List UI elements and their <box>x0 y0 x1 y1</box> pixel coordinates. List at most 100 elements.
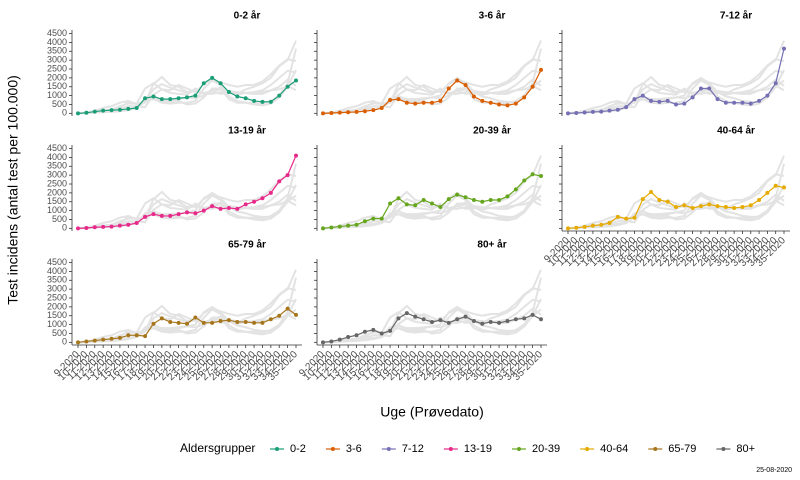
y-tick-label: 1000 <box>47 90 67 100</box>
point <box>599 222 604 227</box>
point <box>522 95 527 100</box>
point <box>354 222 359 227</box>
point <box>574 110 579 115</box>
point <box>582 224 587 229</box>
point <box>84 339 89 344</box>
point <box>463 314 468 319</box>
point <box>665 98 670 103</box>
legend-label: 3-6 <box>346 443 362 455</box>
y-tick-label: 2500 <box>47 178 67 188</box>
point <box>252 199 257 204</box>
point <box>277 93 282 98</box>
point <box>101 224 106 229</box>
x-axis-label: Uge (Prøvedato) <box>380 404 483 420</box>
point <box>185 95 189 100</box>
y-tick-label: 2500 <box>47 63 67 73</box>
point <box>566 111 570 116</box>
y-tick-label: 500 <box>52 328 67 338</box>
point <box>607 108 612 113</box>
point <box>446 86 451 91</box>
y-tick-label: 500 <box>52 214 67 224</box>
legend-label: 40-64 <box>600 443 628 455</box>
y-tick-label: 4000 <box>47 266 67 276</box>
point <box>566 226 570 231</box>
background-line <box>322 78 542 115</box>
point <box>117 107 122 112</box>
legend-label: 80+ <box>736 443 755 455</box>
point <box>530 312 535 317</box>
point <box>252 98 257 103</box>
point <box>505 319 510 324</box>
point <box>346 110 351 115</box>
point <box>243 202 248 207</box>
point <box>682 101 687 106</box>
point <box>226 318 231 323</box>
point <box>782 185 786 190</box>
point <box>471 94 476 99</box>
legend-label: 65-79 <box>668 443 696 455</box>
point <box>294 153 298 158</box>
point <box>421 100 426 105</box>
point <box>404 202 409 207</box>
point <box>235 206 240 211</box>
point <box>782 46 786 51</box>
point <box>388 201 393 206</box>
point <box>76 111 80 116</box>
point <box>530 172 535 177</box>
y-tick-label: 500 <box>52 99 67 109</box>
point <box>657 197 662 202</box>
point <box>632 215 637 220</box>
point <box>92 109 97 114</box>
background-line <box>322 269 542 344</box>
point <box>354 333 359 338</box>
point <box>126 333 131 338</box>
point <box>109 108 114 113</box>
point <box>329 339 334 344</box>
point <box>413 314 418 319</box>
legend-symbol <box>585 447 590 451</box>
panel-title: 65-79 år <box>228 239 266 251</box>
point <box>599 109 604 114</box>
point <box>260 196 265 201</box>
point <box>201 81 206 86</box>
legend-symbol <box>448 447 453 451</box>
point <box>185 210 189 215</box>
point <box>354 109 359 114</box>
y-tick-label: 1500 <box>47 196 67 206</box>
point <box>757 98 762 103</box>
point <box>159 316 164 321</box>
background-line <box>322 155 542 230</box>
point <box>218 319 223 324</box>
point <box>497 102 502 107</box>
legend-symbol <box>330 447 335 451</box>
point <box>513 187 518 192</box>
legend-label: 13-19 <box>464 443 492 455</box>
point <box>243 319 248 324</box>
point <box>109 336 114 341</box>
point <box>159 97 164 102</box>
y-tick-label: 4000 <box>47 37 67 47</box>
point <box>260 99 265 104</box>
point <box>649 98 654 103</box>
point <box>455 192 460 197</box>
point <box>117 335 122 340</box>
legend-symbol <box>721 447 726 451</box>
point <box>176 320 181 325</box>
point <box>243 96 248 101</box>
point <box>590 223 595 228</box>
point <box>84 225 89 230</box>
point <box>657 99 662 104</box>
point <box>463 195 468 200</box>
point <box>371 327 376 332</box>
point <box>294 78 298 83</box>
point <box>513 101 518 106</box>
point <box>522 316 527 321</box>
point <box>226 90 231 95</box>
point <box>582 110 587 115</box>
background-line <box>567 82 785 115</box>
point <box>285 84 290 89</box>
y-tick-label: 2000 <box>47 301 67 311</box>
y-tick-label: 4500 <box>47 28 67 38</box>
point <box>337 110 342 115</box>
point <box>715 97 720 102</box>
